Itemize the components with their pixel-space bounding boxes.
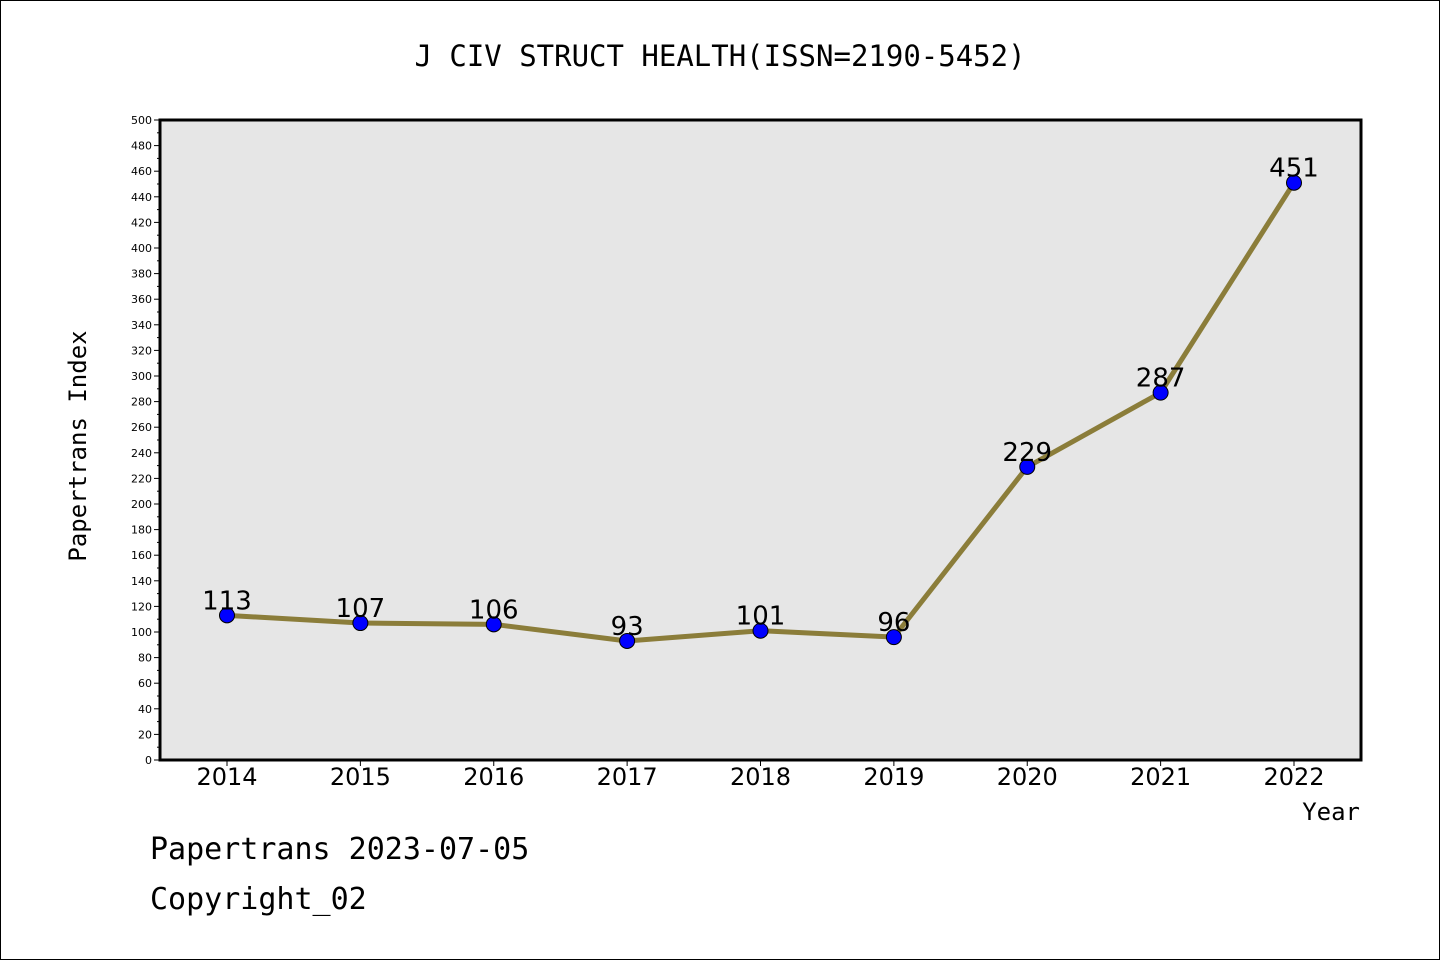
data-label: 101 bbox=[736, 602, 786, 632]
x-tick-label: 2015 bbox=[330, 763, 391, 791]
y-tick-label: 400 bbox=[131, 242, 152, 255]
data-label: 451 bbox=[1269, 154, 1319, 184]
plot-area bbox=[158, 118, 1363, 762]
data-point bbox=[219, 607, 235, 624]
x-axis: 2014 2015 2016 2017 2018 2019 2020 2021 2022 bbox=[196, 760, 1325, 791]
y-tick-label: 200 bbox=[131, 498, 152, 511]
y-tick-label: 380 bbox=[131, 268, 152, 281]
x-tick-label: 2018 bbox=[730, 763, 791, 791]
y-tick-label: 20 bbox=[138, 728, 152, 741]
data-label: 93 bbox=[611, 612, 644, 642]
x-tick-label: 2020 bbox=[997, 763, 1058, 791]
data-label: 106 bbox=[469, 595, 519, 625]
y-tick-label: 240 bbox=[131, 447, 152, 460]
y-tick-label: 260 bbox=[131, 421, 152, 434]
x-tick-label: 2022 bbox=[1263, 763, 1324, 791]
data-point bbox=[885, 629, 902, 646]
x-tick-label: 2017 bbox=[597, 763, 658, 791]
y-tick-label: 300 bbox=[131, 370, 152, 383]
series-layer bbox=[219, 174, 1302, 649]
data-point bbox=[352, 615, 369, 632]
y-tick-label: 120 bbox=[131, 600, 152, 613]
x-tick-label: 2019 bbox=[863, 763, 924, 791]
y-tick-label: 340 bbox=[131, 319, 152, 332]
y-tick-label: 180 bbox=[131, 524, 152, 537]
y-tick-label: 320 bbox=[131, 344, 152, 357]
chart-title: J CIV STRUCT HEALTH(ISSN=2190-5452) bbox=[414, 39, 1025, 73]
y-tick-label: 480 bbox=[131, 140, 152, 153]
x-tick-label: 2014 bbox=[196, 763, 257, 791]
y-tick-label: 500 bbox=[131, 114, 152, 127]
data-label: 229 bbox=[1002, 438, 1052, 468]
data-point bbox=[485, 616, 502, 633]
data-point bbox=[1019, 458, 1036, 475]
data-label: 287 bbox=[1136, 364, 1186, 394]
y-tick-label: 440 bbox=[131, 191, 152, 204]
data-label: 96 bbox=[877, 608, 910, 638]
y-tick-label: 160 bbox=[131, 549, 152, 562]
y-axis: 0 20 40 60 80 100 120 140 160 180 200 220 240 260 280 3… bbox=[131, 114, 160, 767]
footer-copyright: Copyright_02 bbox=[150, 882, 367, 917]
x-axis-label: Year bbox=[1302, 798, 1360, 826]
y-tick-label: 0 bbox=[145, 754, 152, 767]
y-tick-label: 460 bbox=[131, 165, 152, 178]
y-tick-label: 280 bbox=[131, 396, 152, 409]
y-axis-label: Papertrans Index bbox=[64, 330, 92, 561]
y-tick-label: 60 bbox=[138, 677, 152, 690]
data-point bbox=[752, 622, 769, 639]
data-point bbox=[619, 632, 636, 649]
footer-date: Papertrans 2023-07-05 bbox=[150, 832, 530, 867]
data-label: 113 bbox=[202, 586, 252, 616]
data-point bbox=[1286, 174, 1302, 191]
y-tick-label: 220 bbox=[131, 472, 152, 485]
x-tick-label: 2021 bbox=[1130, 763, 1191, 791]
y-tick-label: 40 bbox=[138, 703, 152, 716]
y-tick-label: 80 bbox=[138, 652, 152, 665]
x-tick-label: 2016 bbox=[463, 763, 524, 791]
data-point bbox=[1152, 384, 1169, 401]
data-labels: 113 107 106 93 101 96 229 287 451 bbox=[202, 154, 1319, 642]
y-tick-label: 140 bbox=[131, 575, 152, 588]
data-label: 107 bbox=[336, 594, 386, 624]
y-tick-label: 100 bbox=[131, 626, 152, 639]
y-tick-label: 420 bbox=[131, 216, 152, 229]
y-tick-label: 360 bbox=[131, 293, 152, 306]
